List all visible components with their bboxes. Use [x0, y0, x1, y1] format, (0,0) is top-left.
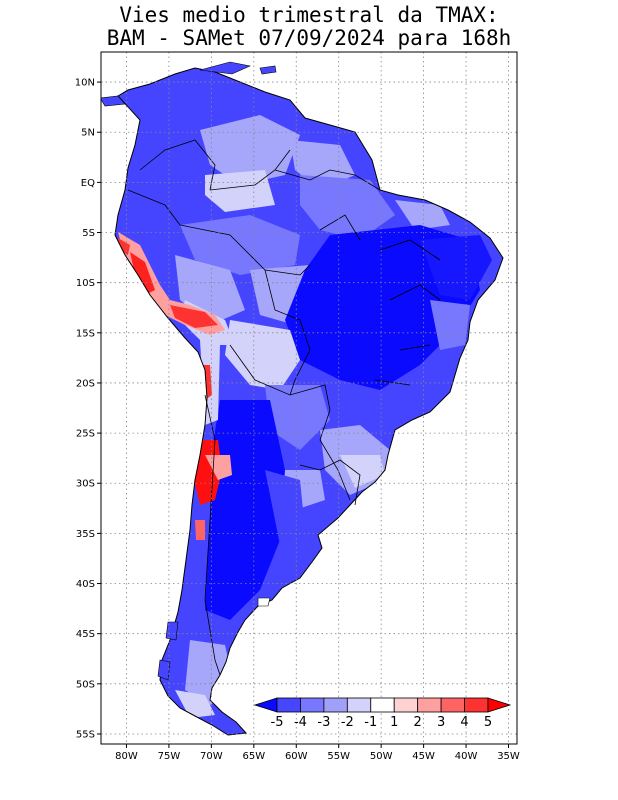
- colorbar-box: [276, 697, 301, 713]
- colorbar-label: -1: [364, 715, 377, 730]
- latitude-tick-labels: 10N 5N EQ 5S 10S 15S 20S 25S 30S 35S 40S 45S 50S 55S: [75, 78, 101, 740]
- lat-tick-label: 20S: [76, 378, 95, 389]
- colorbar-label: -4: [294, 715, 307, 730]
- lat-tick-label: 45S: [76, 629, 95, 640]
- colorbar-label: -3: [317, 715, 330, 730]
- colorbar-box: [370, 697, 395, 713]
- lon-tick-label: 50W: [370, 751, 393, 762]
- map-title-line-1: Vies medio trimestral da TMAX:: [119, 3, 499, 27]
- lat-tick-label: 10N: [75, 78, 95, 89]
- lon-tick-label: 55W: [327, 751, 350, 762]
- lat-tick-label: 5S: [82, 228, 95, 239]
- lat-tick-label: 30S: [76, 479, 95, 490]
- lat-tick-label: 5N: [81, 128, 95, 139]
- lat-tick-label: 50S: [76, 679, 95, 690]
- bias-field: [118, 115, 492, 718]
- lon-tick-label: 65W: [243, 751, 266, 762]
- colorbar: -5 -4 -3 -2 -1 1 2 3 4 5: [253, 697, 512, 730]
- colorbar-label: -2: [341, 715, 354, 730]
- lat-tick-label: 25S: [76, 429, 95, 440]
- colorbar-box: [417, 697, 442, 713]
- lat-lon-grid: [101, 52, 517, 744]
- colorbar-label: 3: [437, 715, 445, 730]
- colorbar-box: [346, 697, 372, 713]
- lon-tick-label: 80W: [115, 751, 138, 762]
- colorbar-label: 5: [484, 715, 492, 730]
- lat-tick-label: 40S: [76, 579, 95, 590]
- islands: [101, 61, 277, 681]
- colorbar-label: 2: [414, 715, 422, 730]
- lon-tick-label: 45W: [412, 751, 435, 762]
- colorbar-box: [464, 697, 489, 713]
- country-borders: [127, 139, 441, 676]
- lon-tick-label: 60W: [285, 751, 308, 762]
- colorbar-label: 4: [460, 715, 468, 730]
- lon-tick-label: 40W: [455, 751, 478, 762]
- colorbar-box: [440, 697, 465, 713]
- lon-tick-label: 75W: [158, 751, 181, 762]
- colorbar-box: [323, 697, 348, 713]
- lon-tick-label: 70W: [200, 751, 223, 762]
- lat-tick-label: 55S: [76, 729, 95, 740]
- colorbar-box: [393, 697, 419, 713]
- lat-tick-label: 35S: [76, 529, 95, 540]
- longitude-tick-labels: 80W 75W 70W 65W 60W 55W 50W 45W 40W 35W: [115, 744, 520, 762]
- colorbar-label: 1: [390, 715, 398, 730]
- lat-tick-label: 15S: [76, 328, 95, 339]
- colorbar-high-arrow: [487, 697, 512, 713]
- lat-tick-label: 10S: [76, 278, 95, 289]
- map-title-line-2: BAM - SAMet 07/09/2024 para 168h: [106, 26, 512, 50]
- lon-tick-label: 35W: [497, 751, 520, 762]
- colorbar-label: -5: [271, 715, 284, 730]
- colorbar-box: [300, 697, 325, 713]
- lat-tick-label: EQ: [81, 178, 95, 189]
